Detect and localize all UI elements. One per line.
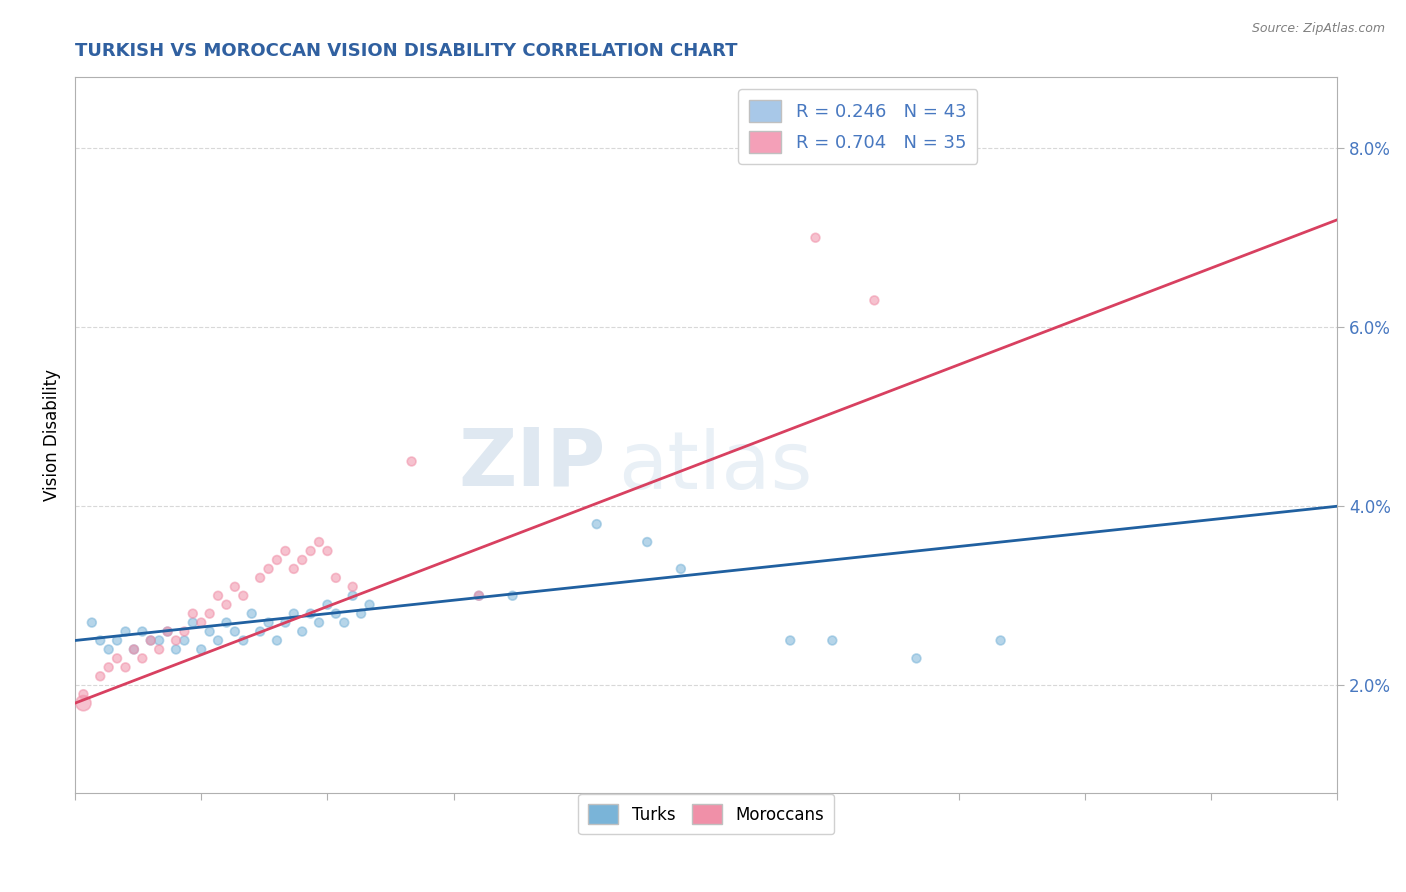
Point [156,624,179,639]
Point [350,607,373,621]
Text: Source: ZipAtlas.com: Source: ZipAtlas.com [1251,22,1385,36]
Point [266,553,288,567]
Point [139,633,162,648]
Point [181,607,204,621]
Point [72,696,94,710]
Point [342,580,364,594]
Point [325,571,347,585]
Point [325,607,347,621]
Point [131,624,153,639]
Point [636,535,658,549]
Point [502,589,524,603]
Point [207,633,229,648]
Point [122,642,145,657]
Point [291,553,314,567]
Point [165,642,187,657]
Point [156,624,179,639]
Point [148,633,170,648]
Point [198,624,221,639]
Point [215,598,238,612]
Point [139,633,162,648]
Point [359,598,381,612]
Text: TURKISH VS MOROCCAN VISION DISABILITY CORRELATION CHART: TURKISH VS MOROCCAN VISION DISABILITY CO… [75,42,738,60]
Point [89,669,111,683]
Point [316,598,339,612]
Point [97,642,120,657]
Point [779,633,801,648]
Point [114,624,136,639]
Point [266,633,288,648]
Point [401,454,423,468]
Point [80,615,103,630]
Point [215,615,238,630]
Point [207,589,229,603]
Point [274,544,297,558]
Point [249,624,271,639]
Point [232,589,254,603]
Point [585,517,607,532]
Point [468,589,491,603]
Point [863,293,886,308]
Point [122,642,145,657]
Point [316,544,339,558]
Point [283,607,305,621]
Point [190,642,212,657]
Point [308,615,330,630]
Point [148,642,170,657]
Point [224,580,246,594]
Point [190,615,212,630]
Point [165,633,187,648]
Point [97,660,120,674]
Point [257,615,280,630]
Point [131,651,153,665]
Point [669,562,692,576]
Point [72,687,94,701]
Point [299,607,322,621]
Text: ZIP: ZIP [458,425,605,502]
Point [821,633,844,648]
Y-axis label: Vision Disability: Vision Disability [44,368,60,500]
Point [291,624,314,639]
Point [224,624,246,639]
Point [905,651,928,665]
Point [173,624,195,639]
Point [105,633,128,648]
Point [283,562,305,576]
Point [173,633,195,648]
Legend: Turks, Moroccans: Turks, Moroccans [578,794,834,834]
Point [299,544,322,558]
Point [257,562,280,576]
Point [105,651,128,665]
Point [198,607,221,621]
Point [232,633,254,648]
Point [181,615,204,630]
Point [274,615,297,630]
Point [804,230,827,244]
Point [114,660,136,674]
Point [89,633,111,648]
Point [240,607,263,621]
Point [249,571,271,585]
Text: atlas: atlas [617,428,813,506]
Point [990,633,1012,648]
Point [468,589,491,603]
Point [333,615,356,630]
Point [342,589,364,603]
Point [308,535,330,549]
